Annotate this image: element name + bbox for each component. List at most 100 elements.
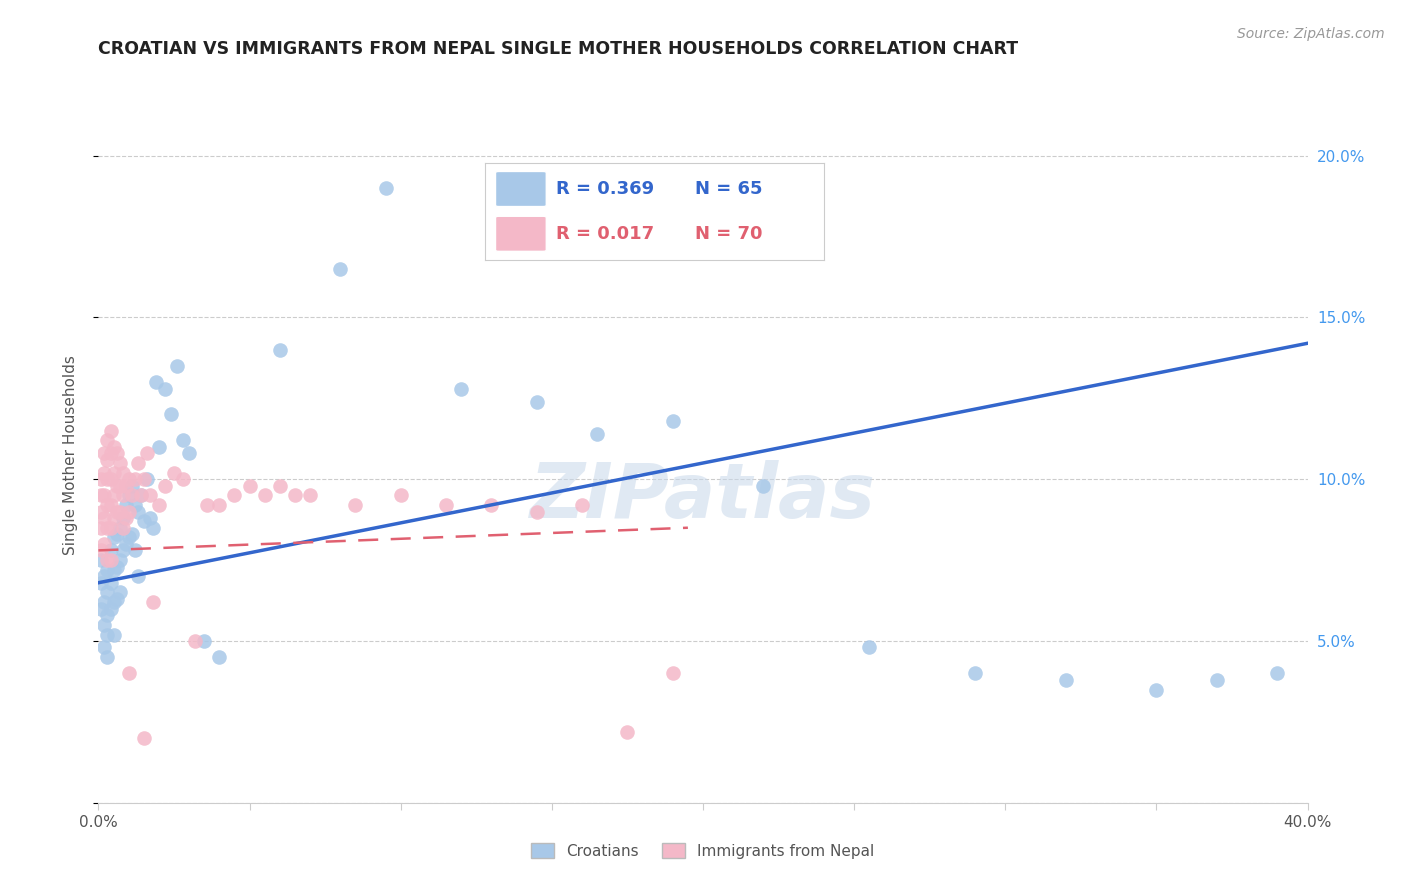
Point (111, 511, 134, 525)
Point (124, 472, 146, 486)
Point (93, 640, 115, 655)
Point (90, 521, 112, 535)
Point (103, 511, 125, 525)
Text: N = 70: N = 70 (695, 225, 763, 243)
Point (96, 563, 118, 577)
Point (111, 466, 134, 480)
Point (374, 181, 396, 195)
Point (118, 666, 141, 681)
Text: Source: ZipAtlas.com: Source: ZipAtlas.com (1237, 27, 1385, 41)
Point (858, 640, 880, 655)
Point (100, 543, 122, 558)
Point (135, 446, 157, 460)
Point (434, 498, 457, 512)
Point (93, 488, 115, 502)
Point (100, 575, 122, 590)
Point (127, 504, 149, 518)
Point (193, 634, 215, 648)
Point (114, 511, 136, 525)
Point (127, 569, 149, 583)
Point (111, 521, 134, 535)
Point (103, 440, 125, 454)
Point (90, 601, 112, 615)
Point (389, 488, 412, 502)
Point (148, 440, 170, 454)
Point (121, 478, 143, 492)
Point (108, 456, 131, 470)
Point (224, 488, 246, 502)
Point (96, 608, 118, 623)
Point (93, 511, 115, 525)
Point (172, 472, 194, 486)
Point (100, 446, 122, 460)
Point (105, 527, 128, 541)
Point (105, 591, 128, 606)
Text: R = 0.369: R = 0.369 (557, 180, 655, 198)
Point (160, 408, 183, 422)
Point (132, 731, 155, 745)
Point (105, 504, 128, 518)
Point (96, 452, 118, 467)
Text: ZIPatlas: ZIPatlas (530, 459, 876, 533)
Point (108, 521, 131, 535)
Point (108, 553, 131, 567)
Point (90, 472, 112, 486)
Point (153, 382, 176, 396)
Point (96, 498, 118, 512)
Point (129, 488, 152, 502)
Point (103, 563, 125, 577)
Point (118, 472, 141, 486)
Point (93, 537, 115, 551)
Point (172, 434, 194, 448)
Point (184, 634, 207, 648)
Point (108, 478, 131, 492)
Point (145, 375, 167, 389)
Point (105, 478, 128, 492)
Point (526, 504, 548, 518)
Point (93, 617, 115, 632)
Point (166, 359, 188, 373)
Point (195, 498, 218, 512)
Point (571, 498, 593, 512)
Point (100, 472, 122, 486)
Point (139, 488, 162, 502)
Point (118, 504, 141, 518)
Point (114, 537, 136, 551)
Point (752, 478, 775, 492)
Point (93, 595, 115, 609)
Point (153, 478, 176, 492)
Point (103, 627, 125, 641)
Point (1054, 673, 1077, 687)
Point (139, 511, 162, 525)
Point (1267, 666, 1289, 681)
Point (662, 414, 685, 428)
Point (329, 261, 352, 276)
Point (96, 521, 118, 535)
Point (108, 504, 131, 518)
Text: N = 65: N = 65 (695, 180, 763, 198)
Point (299, 488, 322, 502)
Point (111, 488, 134, 502)
Point (90, 543, 112, 558)
Point (108, 585, 131, 599)
Point (96, 434, 118, 448)
Point (148, 498, 170, 512)
Point (118, 531, 141, 545)
Point (100, 498, 122, 512)
FancyBboxPatch shape (495, 171, 547, 207)
Point (662, 666, 685, 681)
Point (90, 553, 112, 567)
Point (253, 488, 276, 502)
FancyBboxPatch shape (495, 216, 547, 252)
Point (118, 488, 141, 502)
Point (103, 466, 125, 480)
Point (114, 478, 136, 492)
Point (100, 521, 122, 535)
Point (100, 553, 122, 567)
Point (103, 531, 125, 545)
Point (269, 478, 291, 492)
Point (481, 498, 503, 512)
Point (450, 382, 472, 396)
Legend: Croatians, Immigrants from Nepal: Croatians, Immigrants from Nepal (526, 837, 880, 864)
Point (103, 595, 125, 609)
